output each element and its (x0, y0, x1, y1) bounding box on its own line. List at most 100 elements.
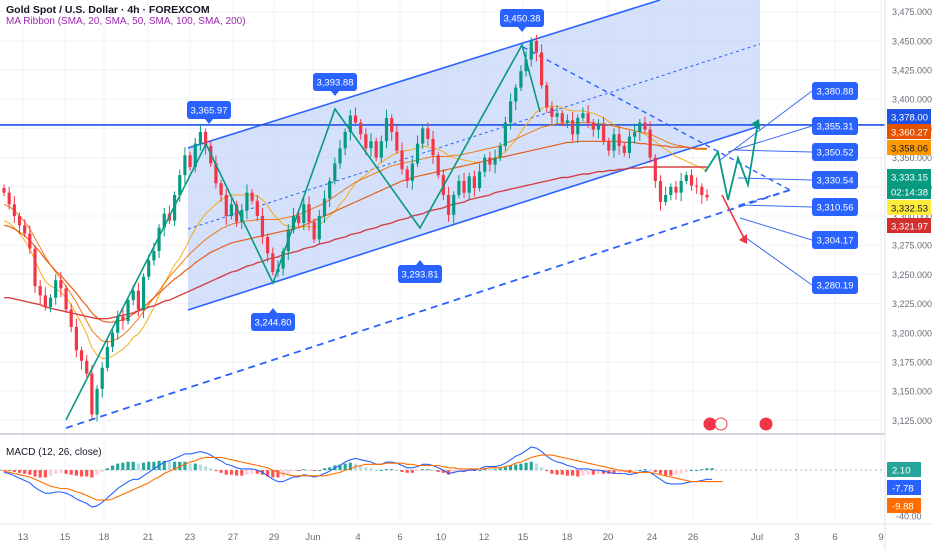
candle-body (312, 221, 316, 240)
histogram-bar (193, 463, 197, 471)
candle (302, 198, 306, 231)
candle-body (369, 141, 373, 149)
histogram-bar (560, 470, 564, 475)
histogram-bar (33, 470, 37, 477)
projection-line (737, 204, 813, 208)
candle-body (648, 129, 652, 158)
candle (7, 186, 11, 210)
candle (653, 154, 657, 188)
candle (519, 65, 523, 92)
histogram-bar (493, 469, 497, 471)
candle-body (28, 233, 32, 249)
histogram-bar (431, 470, 435, 472)
callout-pointer (518, 27, 526, 32)
badge-box (887, 169, 931, 184)
candle-body (452, 194, 456, 215)
candle (147, 254, 151, 281)
signal-line (3, 454, 723, 501)
projection-line (719, 90, 813, 161)
candle (488, 151, 492, 172)
candle (90, 365, 94, 420)
candle-body (33, 248, 37, 287)
candle (684, 171, 688, 185)
candle-body (555, 113, 559, 117)
candle (560, 109, 564, 127)
histogram-bar (131, 461, 135, 471)
histogram-bar (7, 470, 11, 472)
channel-fill (188, 0, 760, 310)
bearish-arrowhead (739, 234, 747, 244)
projection-paths (704, 90, 813, 286)
histogram-bar (441, 470, 445, 473)
histogram-bar (229, 470, 234, 475)
candle (229, 196, 234, 220)
candle (100, 361, 104, 398)
candle (95, 385, 99, 422)
price-callout: 3,450.38 (500, 9, 544, 32)
descending-trendline (522, 46, 791, 191)
candle-body (333, 163, 337, 181)
candle (524, 51, 528, 77)
macd-histogram (2, 460, 714, 478)
date-tick-label: 4 (355, 532, 360, 543)
macd-label[interactable]: MACD (12, 26, close) (6, 447, 102, 458)
histogram-bar (364, 467, 368, 471)
candle-body (2, 187, 6, 193)
candle (17, 212, 22, 235)
histogram-bar (178, 461, 182, 471)
candle (602, 116, 606, 145)
histogram-bar (602, 470, 606, 474)
target-label: 3,280.19 (812, 276, 858, 294)
histogram-bar (85, 470, 89, 477)
candle (643, 116, 647, 134)
candle-body (514, 87, 518, 102)
candle (638, 119, 642, 141)
candle (467, 172, 471, 200)
histogram-bar (581, 470, 585, 476)
candle-body (669, 186, 673, 195)
candle-body (674, 186, 678, 193)
badge-box (887, 480, 921, 495)
histogram-bar (519, 463, 523, 471)
candle (23, 219, 27, 238)
price-badge: 02:14:38 (887, 184, 931, 199)
histogram-bar (255, 470, 259, 474)
candle (669, 183, 673, 201)
candle-body (472, 176, 476, 188)
price-tick-label: 3,475.000 (892, 7, 932, 17)
histogram-bar (488, 469, 492, 471)
date-tick-label: 24 (647, 532, 658, 543)
ma-ribbon-label[interactable]: MA Ribbon (SMA, 20, SMA, 50, SMA, 100, S… (6, 16, 246, 27)
candle-body (539, 52, 544, 86)
candle (235, 200, 239, 228)
candle (12, 196, 16, 224)
histogram-bar (591, 470, 595, 475)
event-flag-icon (703, 417, 717, 431)
histogram-bar (664, 470, 668, 476)
candle-body (633, 131, 637, 137)
candle-body (436, 155, 440, 176)
price-callout: 3,293.81 (398, 260, 442, 283)
candle (405, 165, 409, 188)
callout-text: 3,244.80 (255, 318, 292, 329)
histogram-bar (79, 470, 84, 477)
histogram-bar (286, 470, 290, 474)
candle-body (240, 210, 244, 222)
histogram-bar (524, 462, 528, 471)
candle-body (90, 373, 94, 415)
candle (121, 308, 125, 330)
badge-box (887, 109, 931, 124)
histogram-bar (276, 470, 280, 478)
histogram-bar (59, 470, 63, 473)
projection-line (739, 217, 813, 241)
symbol-title[interactable]: Gold Spot / U.S. Dollar · 4h · FOREXCOM (6, 4, 210, 16)
candle (333, 157, 337, 185)
histogram-bar (508, 465, 513, 471)
histogram-bar (312, 470, 316, 472)
histogram-bar (235, 470, 239, 476)
ma-line-sma-100 (3, 140, 707, 323)
histogram-bar (400, 470, 404, 472)
candle (343, 128, 347, 156)
